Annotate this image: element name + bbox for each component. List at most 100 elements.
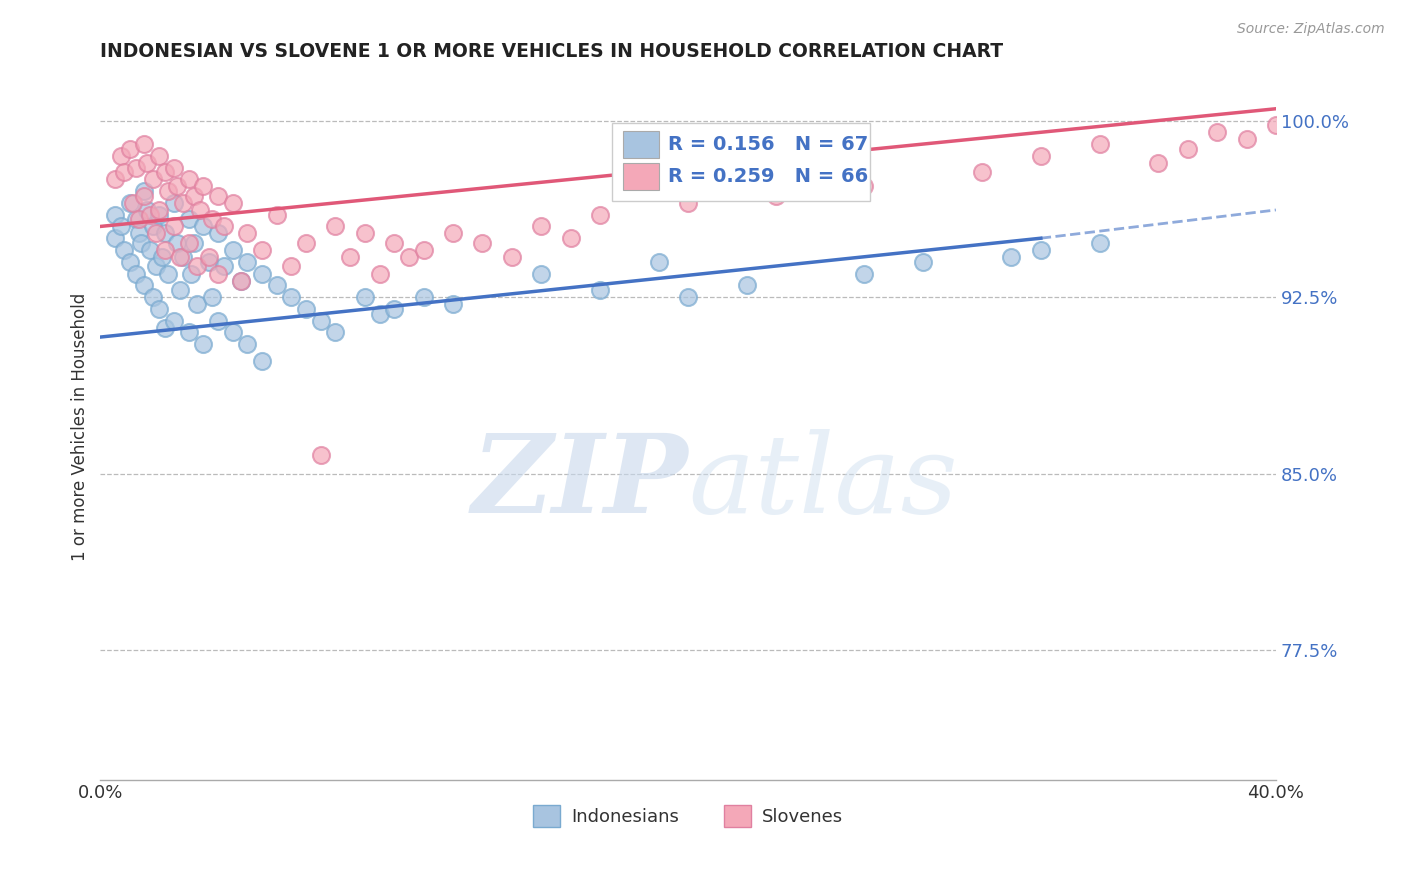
Point: [1000, 250, 1022, 264]
Point: [589, 208, 612, 222]
Point: [145, 260, 167, 274]
Point: [970, 165, 993, 179]
Point: [139, 243, 162, 257]
Point: [735, 278, 758, 293]
Point: [325, 326, 347, 340]
Point: [186, 260, 208, 274]
Point: [1177, 142, 1199, 156]
Point: [153, 165, 176, 179]
Point: [153, 227, 176, 241]
Point: [136, 202, 159, 217]
Point: [112, 165, 135, 179]
Point: [156, 267, 179, 281]
Point: [236, 227, 259, 241]
Text: ZIP: ZIP: [471, 429, 688, 537]
Point: [295, 301, 318, 316]
Point: [212, 260, 235, 274]
Point: [368, 306, 391, 320]
Point: [853, 179, 876, 194]
Point: [134, 136, 156, 151]
Point: [110, 149, 132, 163]
Point: [236, 254, 259, 268]
Point: [153, 243, 176, 257]
Point: [648, 254, 671, 268]
Point: [221, 326, 243, 340]
Point: [560, 231, 582, 245]
Point: [266, 278, 288, 293]
Point: [471, 235, 494, 250]
Point: [765, 189, 787, 203]
Point: [412, 290, 434, 304]
Point: [280, 260, 302, 274]
Point: [207, 313, 229, 327]
Point: [188, 202, 211, 217]
Point: [134, 278, 156, 293]
Point: [1265, 118, 1288, 132]
Point: [104, 208, 127, 222]
Text: INDONESIAN VS SLOVENE 1 OR MORE VEHICLES IN HOUSEHOLD CORRELATION CHART: INDONESIAN VS SLOVENE 1 OR MORE VEHICLES…: [100, 42, 1004, 61]
Y-axis label: 1 or more Vehicles in Household: 1 or more Vehicles in Household: [72, 293, 89, 561]
Legend: Indonesians, Slovenes: Indonesians, Slovenes: [526, 797, 851, 834]
Text: R = 0.156   N = 67: R = 0.156 N = 67: [668, 136, 869, 154]
Point: [163, 161, 186, 175]
Point: [104, 231, 127, 245]
Point: [142, 219, 165, 234]
Point: [212, 219, 235, 234]
Point: [201, 212, 224, 227]
Point: [530, 267, 553, 281]
Point: [295, 235, 318, 250]
Point: [207, 227, 229, 241]
Point: [412, 243, 434, 257]
Point: [1029, 149, 1052, 163]
Point: [110, 219, 132, 234]
Point: [112, 243, 135, 257]
Point: [177, 235, 200, 250]
Point: [148, 208, 170, 222]
Point: [128, 212, 150, 227]
Point: [183, 189, 205, 203]
Point: [198, 250, 221, 264]
Point: [193, 337, 215, 351]
Point: [104, 172, 127, 186]
Point: [1236, 132, 1258, 146]
Point: [1029, 243, 1052, 257]
Point: [853, 267, 876, 281]
FancyBboxPatch shape: [612, 123, 870, 201]
Point: [339, 250, 361, 264]
Point: [912, 254, 935, 268]
FancyBboxPatch shape: [623, 131, 659, 158]
Point: [166, 235, 188, 250]
Point: [142, 290, 165, 304]
Point: [156, 184, 179, 198]
Point: [148, 301, 170, 316]
Point: [1147, 156, 1170, 170]
Point: [177, 212, 200, 227]
Point: [530, 219, 553, 234]
Point: [193, 219, 215, 234]
Point: [325, 219, 347, 234]
FancyBboxPatch shape: [623, 163, 659, 190]
Point: [186, 297, 208, 311]
Point: [172, 195, 194, 210]
Point: [169, 250, 191, 264]
Point: [148, 149, 170, 163]
Point: [368, 267, 391, 281]
Point: [1088, 136, 1111, 151]
Point: [145, 227, 167, 241]
Point: [169, 283, 191, 297]
Point: [166, 179, 188, 194]
Point: [221, 243, 243, 257]
Point: [236, 337, 259, 351]
Point: [124, 212, 146, 227]
Point: [177, 172, 200, 186]
Point: [676, 290, 699, 304]
Point: [118, 142, 141, 156]
Point: [124, 267, 146, 281]
Point: [121, 195, 143, 210]
Point: [221, 195, 243, 210]
Point: [183, 235, 205, 250]
Point: [124, 161, 146, 175]
Text: Source: ZipAtlas.com: Source: ZipAtlas.com: [1237, 22, 1385, 37]
Point: [441, 297, 464, 311]
Point: [250, 267, 273, 281]
